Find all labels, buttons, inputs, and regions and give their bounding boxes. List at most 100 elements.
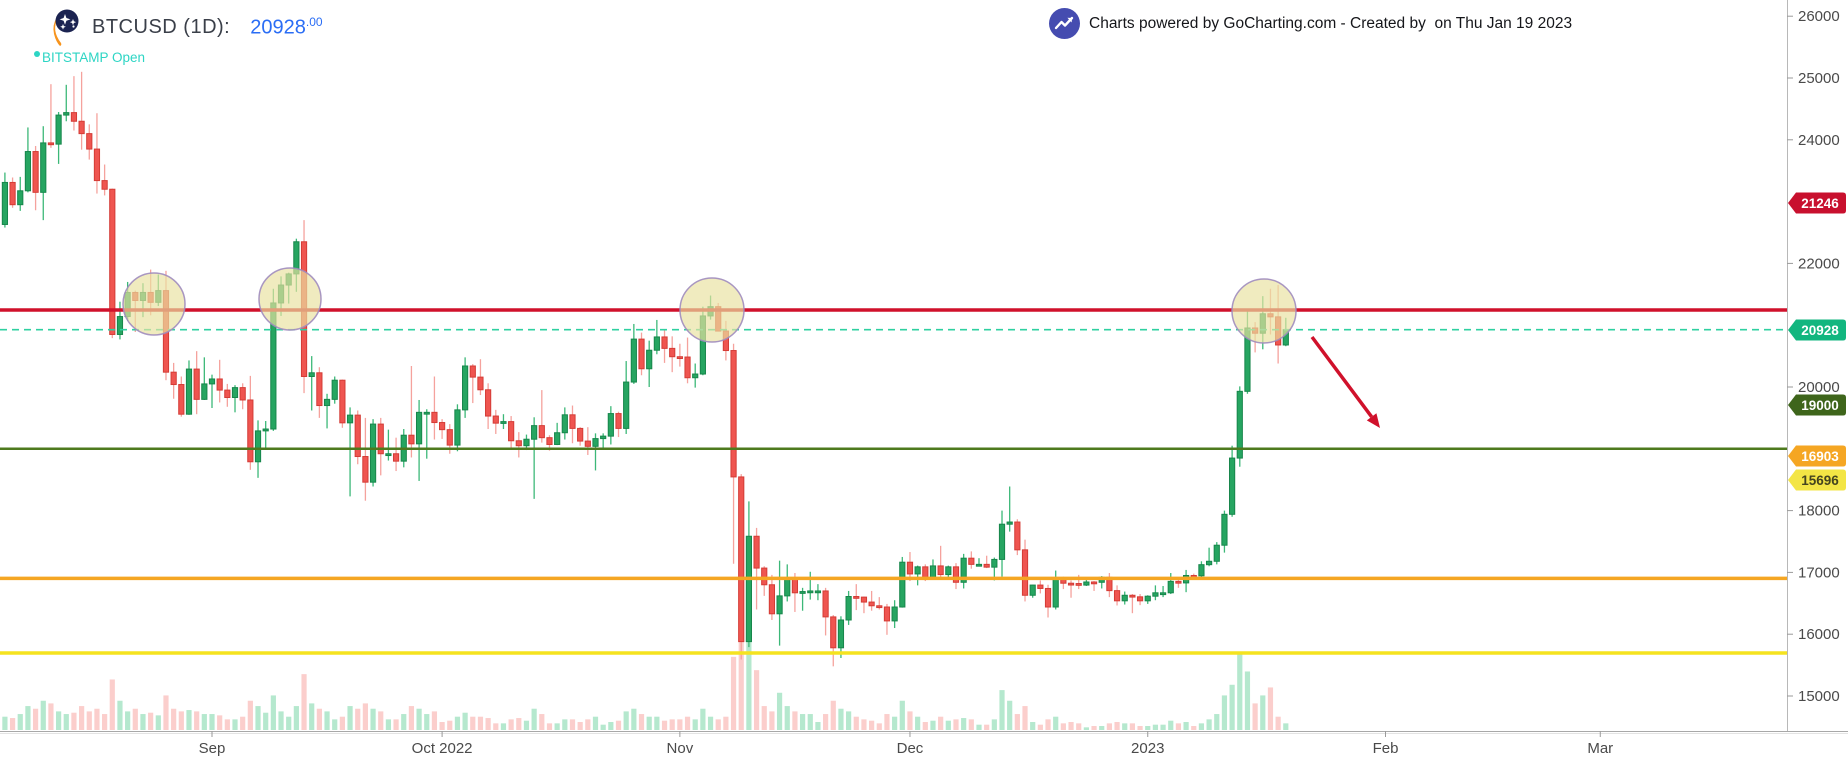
candle[interactable] — [638, 332, 645, 376]
candle[interactable] — [55, 111, 62, 164]
candle[interactable] — [623, 361, 630, 434]
candle[interactable] — [362, 417, 369, 501]
candle[interactable] — [1175, 579, 1182, 588]
candle[interactable] — [1037, 580, 1044, 594]
candle[interactable] — [1206, 547, 1213, 567]
candle[interactable] — [661, 329, 668, 363]
candle[interactable] — [868, 590, 875, 611]
candle[interactable] — [439, 419, 446, 439]
candle[interactable] — [1044, 584, 1052, 618]
candle[interactable] — [653, 319, 660, 355]
trend-arrow-shaft[interactable] — [1310, 335, 1374, 418]
candle[interactable] — [669, 336, 676, 373]
candle[interactable] — [1198, 561, 1205, 578]
candle[interactable] — [600, 433, 607, 448]
candle[interactable] — [63, 84, 70, 122]
candle[interactable] — [761, 566, 768, 596]
candle[interactable] — [784, 564, 791, 602]
candle[interactable] — [408, 365, 415, 458]
candle[interactable] — [323, 393, 331, 429]
candle[interactable] — [676, 343, 683, 367]
candle[interactable] — [845, 590, 852, 625]
candle[interactable] — [1006, 486, 1013, 532]
candle[interactable] — [454, 404, 461, 452]
candle[interactable] — [224, 383, 231, 407]
candle[interactable] — [1144, 595, 1151, 604]
candle[interactable] — [745, 501, 752, 648]
candle[interactable] — [607, 406, 614, 445]
candle[interactable] — [876, 597, 883, 610]
candle[interactable] — [185, 360, 193, 415]
candle[interactable] — [515, 432, 522, 458]
candle[interactable] — [1090, 581, 1098, 591]
candle[interactable] — [201, 357, 208, 400]
candle[interactable] — [70, 76, 78, 131]
candle[interactable] — [40, 126, 47, 221]
candle[interactable] — [561, 407, 568, 440]
candle[interactable] — [500, 414, 507, 430]
candle[interactable] — [385, 429, 392, 461]
candle[interactable] — [883, 603, 891, 635]
symbol-title[interactable]: BTCUSD (1D): — [92, 15, 231, 38]
candle[interactable] — [807, 571, 814, 600]
candle[interactable] — [768, 574, 776, 620]
candle[interactable] — [615, 411, 622, 438]
candle[interactable] — [354, 410, 361, 465]
candle[interactable] — [914, 565, 921, 586]
candle[interactable] — [485, 383, 492, 430]
highlight-circle[interactable] — [1231, 278, 1297, 344]
candle[interactable] — [86, 124, 93, 160]
candle[interactable] — [377, 417, 384, 476]
candle[interactable] — [860, 596, 868, 614]
candle[interactable] — [339, 379, 346, 428]
candle[interactable] — [1, 172, 9, 228]
candle[interactable] — [569, 405, 576, 444]
candle[interactable] — [9, 177, 16, 208]
candle[interactable] — [492, 409, 499, 434]
candle[interactable] — [109, 188, 116, 339]
candle[interactable] — [1121, 591, 1128, 605]
candle[interactable] — [814, 584, 822, 601]
candle[interactable] — [208, 374, 216, 409]
candle[interactable] — [469, 364, 476, 404]
candle[interactable] — [247, 375, 254, 470]
candle[interactable] — [753, 527, 760, 610]
candle[interactable] — [216, 359, 223, 403]
gocharting-logo[interactable] — [48, 6, 82, 48]
candle[interactable] — [1136, 594, 1144, 606]
candle[interactable] — [799, 587, 806, 611]
candle[interactable] — [899, 556, 906, 608]
candle[interactable] — [178, 376, 185, 417]
candle[interactable] — [554, 422, 561, 446]
candle[interactable] — [738, 474, 745, 660]
candle[interactable] — [431, 376, 438, 440]
candle[interactable] — [508, 416, 515, 448]
candle[interactable] — [239, 383, 246, 410]
candle[interactable] — [730, 343, 737, 564]
candle[interactable] — [316, 367, 323, 418]
candle[interactable] — [592, 433, 599, 471]
candle[interactable] — [684, 337, 691, 384]
candle[interactable] — [193, 351, 200, 415]
attribution[interactable]: Charts powered by GoCharting.com - Creat… — [1048, 7, 1572, 40]
candle[interactable] — [1052, 570, 1059, 610]
candle[interactable] — [960, 553, 967, 589]
candle[interactable] — [462, 357, 469, 418]
candle[interactable] — [477, 359, 484, 396]
highlight-circle[interactable] — [122, 272, 186, 336]
candle[interactable] — [853, 584, 860, 611]
candle[interactable] — [262, 420, 269, 449]
candle[interactable] — [584, 427, 591, 455]
candle[interactable] — [1159, 585, 1167, 598]
candle[interactable] — [1029, 584, 1036, 598]
candle[interactable] — [991, 557, 998, 581]
candle[interactable] — [692, 363, 699, 388]
candle[interactable] — [1067, 580, 1075, 598]
candle[interactable] — [415, 399, 423, 481]
candle[interactable] — [945, 565, 952, 578]
candle[interactable] — [331, 376, 338, 404]
candle[interactable] — [837, 616, 845, 658]
candle[interactable] — [983, 555, 990, 569]
candle[interactable] — [392, 437, 400, 472]
candle[interactable] — [538, 390, 545, 443]
